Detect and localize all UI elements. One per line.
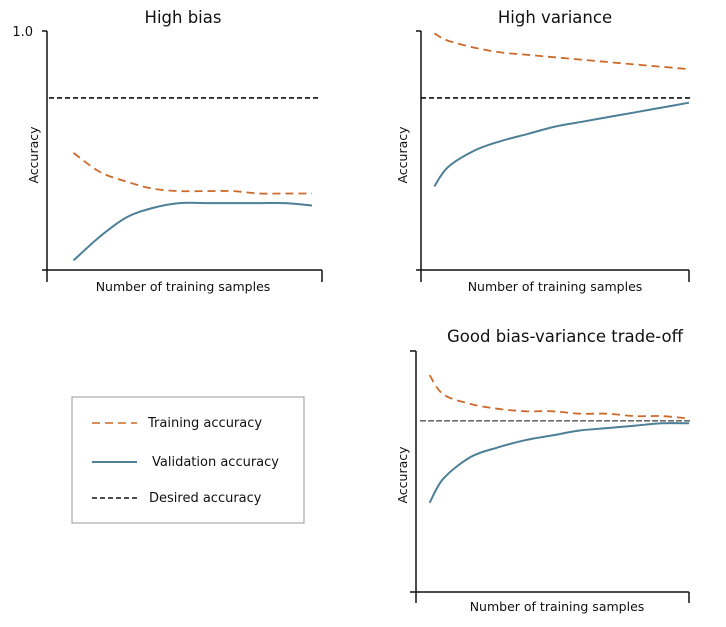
plot-area [421,32,692,187]
y-axis-label: Accuracy [395,446,410,504]
chart-good-tradeoff: Good bias-variance trade-off Accuracy Nu… [395,327,690,614]
y-axis-label: Accuracy [26,126,41,184]
chart-high-variance: High variance Accuracy Number of trainin… [395,8,692,294]
x-axis-label: Number of training samples [96,279,271,294]
chart-title: High variance [498,8,612,27]
plot-area [420,374,690,504]
legend-label-training: Training accuracy [147,416,262,431]
y-tick-label: 1.0 [12,25,33,40]
legend-label-validation: Validation accuracy [152,455,279,470]
training-accuracy-line [433,32,690,71]
validation-accuracy-line [428,422,690,504]
training-accuracy-line [72,152,312,195]
legend-label-desired: Desired accuracy [149,491,262,506]
chart-title: Good bias-variance trade-off [447,327,684,346]
training-accuracy-line [428,374,690,420]
validation-accuracy-line [433,101,690,187]
x-axis-label: Number of training samples [470,599,645,614]
plot-area [49,97,318,262]
y-axis-label: Accuracy [395,126,410,184]
chart-high-bias: High bias 1.0 Accuracy Number of trainin… [12,8,323,294]
legend-box [71,396,305,524]
chart-title: High bias [145,8,222,27]
x-axis-label: Number of training samples [468,279,643,294]
legend: Training accuracy Validation accuracy De… [71,396,305,524]
validation-accuracy-line [72,201,313,262]
